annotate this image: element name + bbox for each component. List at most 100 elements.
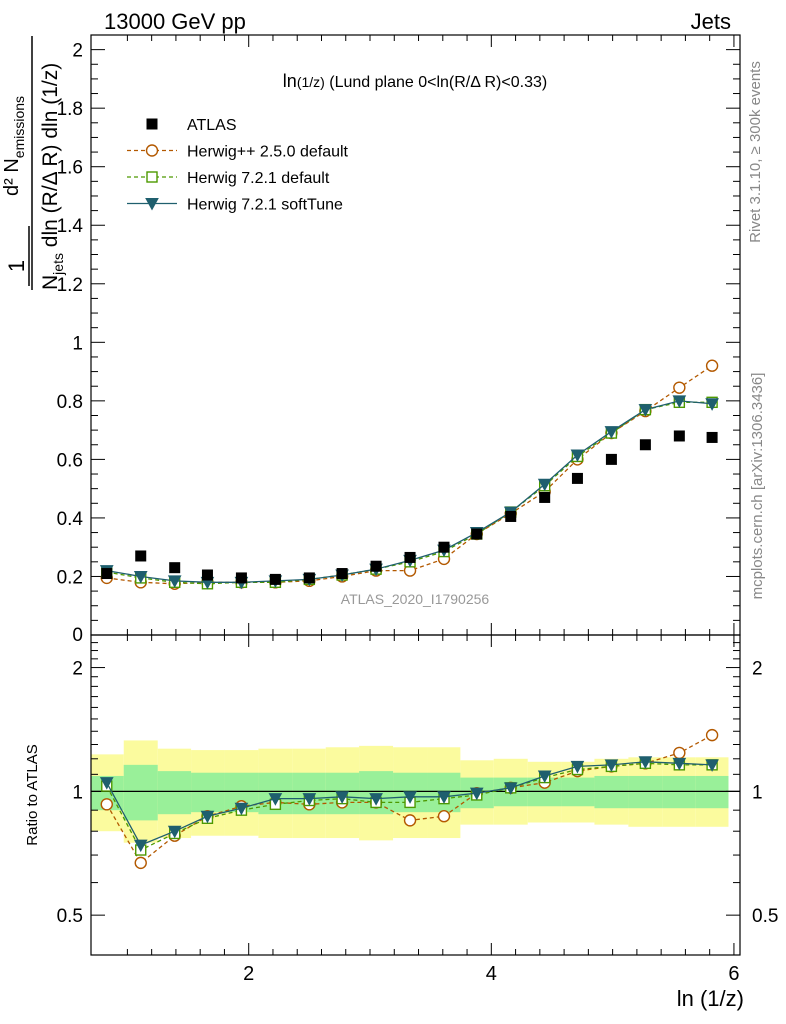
y-axis-label: 1 Njets dln (R/Δ R) dln (1/z) d² Nemissi…: [1, 36, 66, 290]
data-point-main: [135, 550, 147, 562]
data-point-main: [571, 472, 583, 484]
legend-label: ATLAS: [187, 117, 237, 134]
y-tick-label-main: 0.6: [57, 450, 83, 471]
series-point-ratio: [437, 791, 451, 804]
series-point-ratio: [403, 814, 417, 827]
band-inner-bin: [123, 764, 158, 821]
data-point-main: [169, 562, 181, 574]
series-point-main: [672, 395, 687, 408]
x-tick-label: 6: [728, 963, 739, 985]
header-energy: 13000 GeV pp: [104, 9, 246, 34]
data-point-main: [673, 430, 685, 442]
series-point-ratio: [537, 770, 552, 784]
data-point-main: [370, 560, 382, 572]
series-point-main: [705, 398, 719, 411]
band-inner-bin: [695, 775, 729, 809]
y-tick-label-main: 1.8: [57, 99, 83, 120]
data-point-main: [269, 573, 281, 585]
series-point-ratio: [705, 728, 719, 742]
data-point-main: [404, 551, 416, 563]
series-point-ratio: [234, 802, 249, 816]
y-tick-label-ratio-right: 2: [752, 659, 763, 680]
series-point-ratio: [570, 760, 585, 774]
y-label-prefactor: 1: [4, 260, 29, 272]
series-point-main: [638, 404, 653, 417]
rivet-version-label: Rivet 3.1.10, ≥ 300k events: [747, 61, 764, 243]
y-tick-label-zero: 0: [72, 625, 83, 646]
ratio-axis-ticks: 2 4 6 0.5 0.5 1 1 2 2: [57, 635, 778, 985]
y-tick-label-main: 0.4: [57, 509, 84, 530]
series-point-ratio: [469, 787, 484, 801]
series-point-ratio: [503, 782, 518, 795]
series-point-main: [167, 575, 182, 588]
analysis-watermark: ATLAS_2020_I1790256: [341, 591, 490, 607]
main-axis-ticks: 0.2 0.4 0.6 0.8 1 1.2 1.4 1.6 1.8 2 0: [57, 35, 740, 646]
x-tick-label: 2: [243, 963, 254, 985]
series-point-ratio: [403, 791, 417, 804]
series-point-ratio: [200, 810, 215, 824]
y-tick-label-main: 0.2: [57, 567, 83, 588]
y-tick-label-ratio: 2: [72, 659, 83, 680]
ratio-y-label: Ratio to ATLAS: [24, 744, 41, 845]
series-point-ratio: [638, 756, 653, 769]
ratio-series-layer: [99, 728, 719, 870]
data-point-main: [235, 572, 247, 584]
data-point-main: [336, 568, 348, 580]
series-point-ratio: [302, 793, 317, 806]
legend: ATLAS Herwig++ 2.5.0 default Herwig 7.2.1 …: [127, 117, 349, 214]
header-process: Jets: [691, 9, 731, 34]
series-point-ratio: [134, 856, 147, 870]
data-point-main: [303, 572, 315, 584]
data-point-main: [639, 439, 651, 451]
data-point-main: [505, 510, 517, 522]
main-series-layer: [99, 359, 719, 590]
series-point-main: [673, 381, 686, 394]
plot-title: ln(1/z) (Lund plane 0<ln(R/Δ R)<0.33): [283, 71, 547, 91]
y-label-numerator: d² Nemissions: [1, 96, 27, 196]
series-point-ratio: [99, 777, 114, 790]
y-tick-label-main: 1.2: [57, 275, 83, 296]
y-tick-label-main: 2: [72, 41, 83, 62]
data-point-main: [471, 528, 483, 540]
series-point-ratio: [437, 810, 451, 823]
y-tick-label-main: 1.6: [57, 158, 83, 179]
y-tick-label-main: 1.4: [57, 216, 84, 237]
x-tick-label: 4: [486, 963, 497, 985]
series-point-ratio: [100, 798, 113, 811]
series-point-main: [133, 570, 148, 584]
data-point-main: [101, 568, 113, 580]
series-point-ratio: [133, 839, 148, 853]
series-point-ratio: [335, 791, 349, 804]
series-point-ratio: [673, 746, 686, 760]
series-point-ratio: [604, 759, 619, 772]
y-tick-label-ratio-right: 0.5: [752, 906, 778, 927]
legend-marker: [145, 144, 159, 157]
series-point-main: [705, 359, 719, 372]
legend-marker: [146, 118, 158, 130]
data-point-main: [201, 569, 213, 581]
y-tick-label-ratio: 0.5: [57, 906, 83, 927]
series-point-ratio: [705, 759, 719, 772]
series-point-ratio: [167, 825, 182, 839]
ratio-plot-frame: [90, 634, 741, 956]
legend-label: Herwig 7.2.1 default: [187, 170, 330, 187]
y-tick-label-main: 1: [72, 333, 83, 354]
series-point-ratio: [672, 757, 687, 771]
legend-label: Herwig++ 2.5.0 default: [187, 144, 349, 161]
series-point-main: [570, 449, 585, 463]
series-point-ratio: [268, 793, 283, 806]
band-inner-bin: [594, 775, 629, 809]
data-point-main: [706, 431, 718, 443]
band-inner-bin: [628, 775, 663, 809]
series-point-main: [604, 426, 619, 439]
legend-marker: [145, 198, 159, 211]
legend-marker: [146, 171, 158, 183]
data-point-main: [605, 453, 617, 465]
legend-label: Herwig 7.2.1 softTune: [187, 197, 343, 214]
y-tick-label-ratio: 1: [72, 782, 83, 803]
data-point-main: [539, 491, 551, 503]
y-tick-label-ratio-right: 1: [752, 782, 763, 803]
series-point-main: [537, 478, 552, 492]
